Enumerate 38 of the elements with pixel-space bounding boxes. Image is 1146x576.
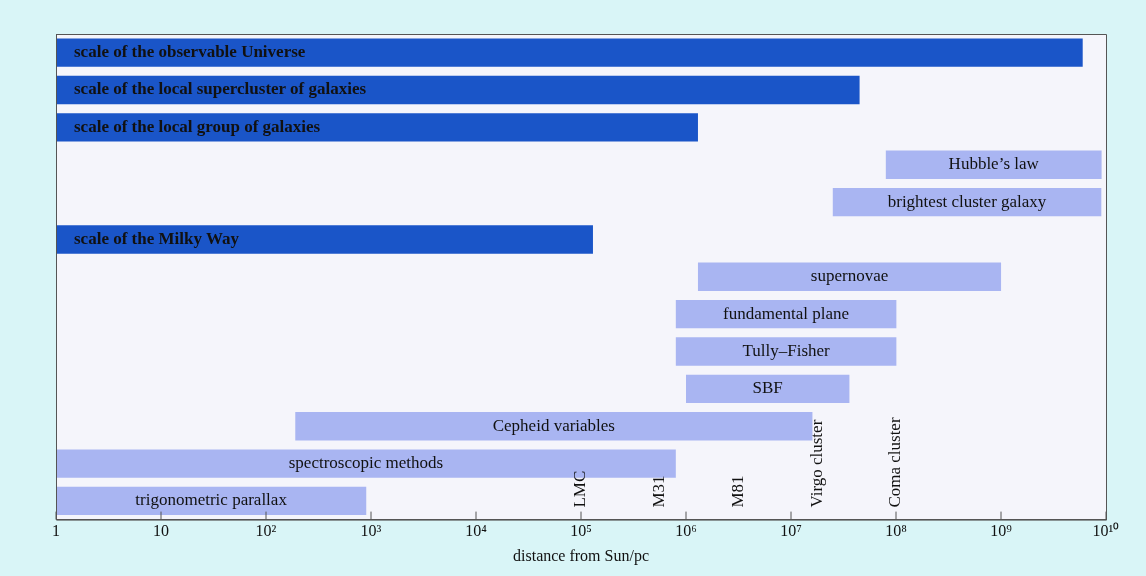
- bar: [56, 38, 1083, 67]
- x-tick-label: 10: [153, 522, 169, 540]
- bar: [56, 225, 593, 254]
- annotation: LMC: [570, 470, 590, 508]
- annotation: M81: [727, 475, 747, 508]
- bar: [697, 262, 1002, 291]
- y-tick-label: Hubble’s law: [948, 154, 1040, 174]
- y-tick-label: scale of the local group of galaxies: [74, 116, 321, 136]
- y-tick-label: scale of the observable Universe: [74, 42, 306, 62]
- x-tick-label: 10¹⁰: [1092, 522, 1120, 540]
- x-tick-label: 10⁵: [570, 522, 592, 540]
- annotation: Virgo cluster: [806, 419, 826, 508]
- y-tick-label: trigonometric parallax: [135, 490, 288, 510]
- bar: [675, 337, 897, 366]
- y-tick-label: supernovae: [810, 266, 889, 286]
- x-tick-label: 1: [52, 522, 60, 540]
- y-tick-label: scale of the local supercluster of galaxies: [74, 79, 367, 99]
- y-tick-label: brightest cluster galaxy: [887, 191, 1047, 211]
- y-tick-label: fundamental plane: [723, 303, 850, 323]
- bar: [56, 75, 860, 105]
- bar: [686, 374, 850, 404]
- y-tick-label: scale of the Milky Way: [74, 228, 240, 248]
- x-tick-label: 10⁶: [675, 522, 697, 540]
- y-tick-label: SBF: [752, 378, 783, 398]
- x-axis-title: distance from Sun/pc: [513, 546, 649, 565]
- bar: [56, 113, 698, 142]
- bar: [885, 150, 1102, 179]
- x-tick-label: 10⁴: [465, 522, 488, 540]
- annotation: Coma cluster: [885, 417, 905, 508]
- x-tick-label: 10³: [360, 522, 382, 540]
- y-tick-label: Tully–Fisher: [742, 340, 831, 360]
- x-tick-label: 10⁹: [990, 522, 1013, 540]
- x-tick-label: 10⁸: [885, 522, 907, 540]
- x-tick-label: 10⁷: [780, 522, 802, 540]
- x-tick-label: 10²: [255, 522, 277, 540]
- y-tick-label: spectroscopic methods: [288, 453, 444, 473]
- y-tick-label: Cepheid variables: [492, 415, 615, 435]
- annotation: M31: [649, 475, 669, 508]
